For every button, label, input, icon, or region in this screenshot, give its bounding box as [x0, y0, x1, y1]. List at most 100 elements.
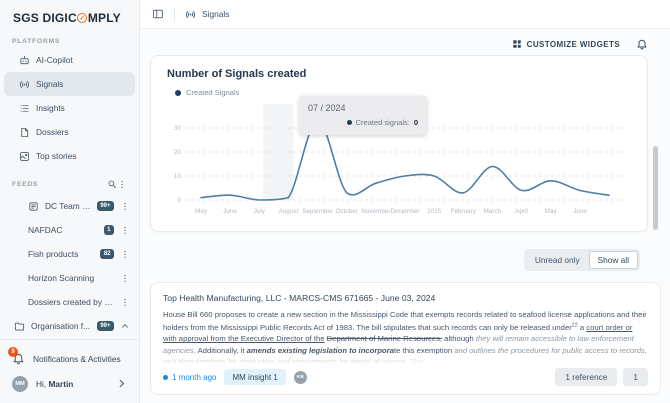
breadcrumb: Signals [185, 9, 229, 20]
folder-icon [14, 321, 25, 332]
sidebar-feed-fish-products[interactable]: Fish products 82 [4, 242, 135, 266]
show-all-button[interactable]: Show all [588, 251, 638, 269]
feed-icon [28, 201, 39, 212]
legend-dot [175, 89, 181, 96]
author-avatar[interactable]: KB [293, 370, 307, 384]
sidebar-feed-organisation-f[interactable]: Organisation f... 99+ [4, 314, 135, 338]
app-logo: SGS DIGIC ✓ MPLY [0, 0, 139, 25]
text-segment: amends existing legislation to incorpora [246, 345, 395, 355]
kebab-menu-icon[interactable] [120, 249, 130, 260]
breadcrumb-label: Signals [202, 9, 230, 19]
feed-label: Horizon Scanning [28, 273, 95, 283]
feed-label: DC Team feed [45, 201, 91, 211]
document-icon [19, 127, 30, 138]
sidebar-item-top-stories[interactable]: Top stories [4, 144, 135, 168]
sidebar-item-label: Dossiers [36, 127, 69, 137]
tooltip-series-dot [346, 120, 352, 125]
reference-button[interactable]: 1 reference [555, 368, 618, 386]
notifications-label: Notifications & Activities [33, 353, 121, 364]
tooltip-value: 0 [413, 118, 418, 127]
sidebar-item-insights[interactable]: Insights [4, 96, 135, 120]
kebab-menu-icon[interactable] [120, 151, 130, 162]
svg-text:20: 20 [174, 149, 182, 156]
sidebar-collapse-button[interactable] [152, 8, 164, 20]
search-icon[interactable] [107, 179, 117, 189]
chevron-up-icon[interactable] [120, 321, 130, 331]
sidebar-feed-horizon-scanning[interactable]: Horizon Scanning [4, 266, 135, 290]
kebab-menu-icon[interactable] [120, 297, 130, 308]
insight-chip[interactable]: MM insight 1 [224, 369, 286, 385]
signal-footer: 1 month ago MM insight 1 KB 1 reference … [163, 368, 648, 386]
kebab-menu-icon[interactable] [117, 179, 127, 190]
signal-card: Top Health Manufacturing, LLC - MARCS-CM… [150, 282, 661, 395]
unread-only-button[interactable]: Unread only [534, 255, 580, 265]
tooltip-row: Created signals: 0 [308, 118, 418, 127]
feed-label: Organisation f... [31, 321, 91, 331]
text-segment: te this exemption [394, 345, 455, 355]
kebab-menu-icon[interactable] [120, 201, 130, 212]
signal-icon [185, 9, 196, 20]
robot-icon [19, 55, 30, 66]
svg-text:June: June [573, 208, 587, 215]
list-icon [19, 103, 30, 114]
signal-timestamp: 1 month ago [163, 373, 216, 382]
svg-text:April: April [515, 208, 528, 215]
kebab-menu-icon[interactable] [120, 273, 130, 284]
sidebar-bottom: 9 Notifications & Activities MM Hi, Mart… [0, 339, 139, 403]
chart-title: Number of Signals created [167, 68, 307, 80]
user-menu[interactable]: MM Hi, Martin [0, 370, 139, 397]
feed-list: DC Team feed 99+ NAFDAC 1 Fish products 82 Hor… [0, 194, 139, 362]
count-badge: 99+ [96, 321, 114, 331]
svg-text:May: May [545, 208, 558, 215]
text-segment: 22 [571, 322, 578, 329]
count-badge: 1 [103, 225, 114, 235]
read-filter-toggle: Unread only Show all [523, 249, 640, 271]
sidebar-item-label: Signals [36, 79, 64, 89]
scrollbar-thumb[interactable] [653, 146, 658, 230]
legend-label: Created Signals [186, 88, 240, 97]
chart-legend-item[interactable]: Created Signals [175, 88, 647, 97]
footer-actions: 1 reference 1 [555, 368, 648, 386]
notifications-button[interactable]: 9 Notifications & Activities [0, 347, 139, 370]
text-segment: although [442, 334, 476, 344]
svg-text:July: July [254, 208, 266, 215]
sidebar-item-label: AI-Copilot [36, 55, 73, 65]
logo-text-before: SGS DIGIC [13, 11, 77, 25]
feed-label: Dossiers created by me [28, 297, 114, 307]
text-segment: court order or with approval from the Ex… [163, 322, 633, 344]
sidebar-feed-dossiers-created-by-me[interactable]: Dossiers created by me [4, 290, 135, 314]
sidebar-item-signals[interactable]: Signals [4, 72, 135, 96]
kebab-menu-icon[interactable] [120, 225, 130, 236]
count-badge: 99+ [96, 201, 114, 211]
sidebar-feed-dc-team-feed[interactable]: DC Team feed 99+ [4, 194, 135, 218]
stories-icon [19, 151, 30, 162]
text-segment: a [577, 322, 587, 332]
svg-text:10: 10 [174, 173, 182, 180]
user-avatar: MM [12, 375, 28, 392]
platforms-section-label: PLATFORMS [12, 38, 61, 45]
svg-text:February: February [451, 208, 477, 215]
feeds-section-label: FEEDS [12, 180, 39, 188]
svg-text:March: March [484, 208, 502, 215]
svg-text:December: December [390, 208, 419, 215]
sidebar: SGS DIGIC ✓ MPLY PLATFORMS AI-Copilot Signa… [0, 0, 140, 403]
sidebar-feed-nafdac[interactable]: NAFDAC 1 [4, 218, 135, 242]
chevron-right-icon [116, 378, 127, 389]
user-name: Martin [48, 378, 74, 389]
unread-dot [163, 374, 168, 380]
logo-text-after: MPLY [87, 11, 121, 25]
tooltip-title: 07 / 2024 [308, 103, 346, 113]
text-segment: Additionally, it [195, 345, 247, 355]
timestamp-label: 1 month ago [172, 372, 217, 382]
svg-text:2025: 2025 [427, 208, 442, 215]
svg-text:June: June [223, 208, 237, 215]
bell-icon[interactable] [636, 38, 648, 50]
bell-icon: 9 [8, 347, 25, 365]
signal-title[interactable]: Top Health Manufacturing, LLC - MARCS-CM… [163, 293, 436, 303]
sidebar-item-ai-copilot[interactable]: AI-Copilot [4, 48, 135, 72]
sidebar-item-dossiers[interactable]: Dossiers [4, 120, 135, 144]
count-button[interactable]: 1 [623, 368, 648, 386]
customize-widgets-button[interactable]: CUSTOMIZE WIDGETS [512, 39, 620, 49]
tooltip-label: Created signals: [355, 118, 410, 127]
svg-text:October: October [335, 208, 357, 215]
